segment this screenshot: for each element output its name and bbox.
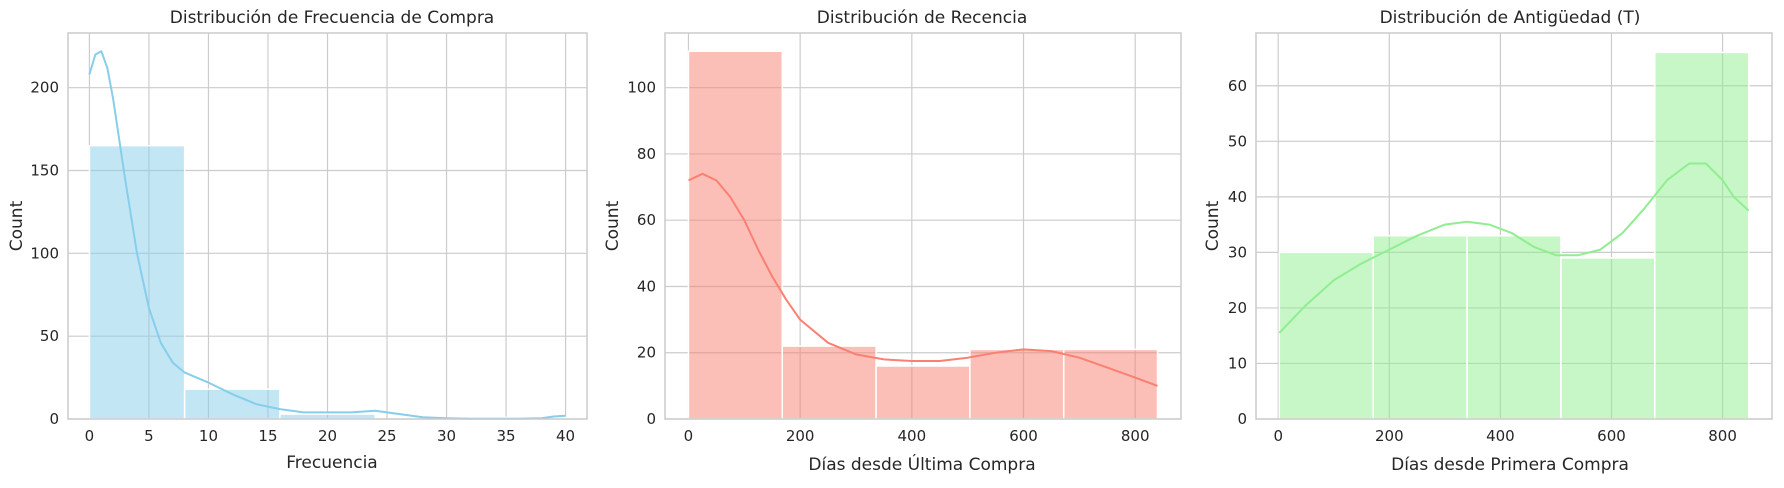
x-tick-label: 200 (1375, 427, 1404, 445)
axes-frame (1255, 32, 1773, 420)
x-tick-label: 35 (497, 427, 516, 445)
chart-title: Distribución de Recencia (817, 8, 1028, 28)
y-tick-label: 20 (1228, 299, 1247, 317)
y-tick-label: 200 (30, 79, 59, 97)
y-tick-label: 40 (637, 277, 656, 295)
x-tick-label: 200 (786, 427, 815, 445)
x-tick-label: 25 (377, 427, 396, 445)
y-tick-label: 150 (30, 162, 59, 180)
y-axis-label: Count (603, 200, 623, 251)
kde-line (688, 172, 1158, 387)
y-tick-label: 50 (1228, 132, 1247, 150)
x-tick-label: 800 (1708, 427, 1737, 445)
y-tick-label: 10 (1228, 354, 1247, 372)
axes-frame (67, 32, 588, 420)
x-tick-label: 0 (1273, 427, 1283, 445)
y-tick-label: 0 (49, 410, 59, 428)
histogram-bar (1654, 51, 1750, 420)
x-axis-label: Días desde Última Compra (808, 453, 1035, 475)
y-tick-label: 80 (637, 145, 656, 163)
ticks: 0 200 400 600 800 0 20 40 60 80 100 (627, 79, 1149, 445)
histogram-bar (1560, 257, 1656, 420)
x-tick-label: 400 (898, 427, 927, 445)
x-tick-label: 30 (437, 427, 456, 445)
histogram-bar (1372, 234, 1468, 420)
histogram-bar (687, 50, 784, 420)
y-tick-label: 60 (637, 211, 656, 229)
x-axis-label: Frecuencia (286, 453, 377, 473)
kde-line (1278, 162, 1750, 334)
ticks: 0 200 400 600 800 0 10 20 30 40 50 60 (1228, 77, 1737, 445)
x-tick-label: 10 (199, 427, 218, 445)
x-tick-label: 15 (258, 427, 277, 445)
x-tick-label: 600 (1597, 427, 1626, 445)
histogram-bar (1062, 348, 1159, 420)
y-axis-label: Count (1203, 200, 1223, 251)
x-axis-label: Días desde Primera Compra (1391, 455, 1629, 475)
y-tick-label: 40 (1228, 188, 1247, 206)
y-axis-label: Count (7, 200, 27, 251)
y-tick-label: 30 (1228, 243, 1247, 261)
x-tick-label: 600 (1009, 427, 1038, 445)
histogram-bar (969, 348, 1065, 420)
histogram-bar (1278, 251, 1374, 420)
x-tick-label: 40 (556, 427, 575, 445)
histogram-bar (88, 144, 186, 420)
axes-frame (664, 32, 1182, 420)
panel-antiguedad: Distribución de Antigüedad (T) Días desd… (1203, 8, 1773, 475)
bars (1278, 51, 1750, 420)
histogram-bar (1466, 234, 1562, 420)
y-tick-label: 0 (646, 410, 656, 428)
x-tick-label: 0 (85, 427, 95, 445)
x-tick-label: 20 (318, 427, 337, 445)
histogram-bar (781, 345, 877, 420)
histogram-bar (875, 365, 971, 420)
chart-title: Distribución de Frecuencia de Compra (170, 8, 494, 28)
panel-frecuencia: Distribución de Frecuencia de Compra Fre… (7, 8, 588, 473)
x-tick-label: 400 (1486, 427, 1515, 445)
ticks: 0 5 10 15 20 25 30 35 40 0 50 100 150 200 (30, 79, 575, 445)
x-tick-label: 0 (684, 427, 694, 445)
y-tick-label: 60 (1228, 77, 1247, 95)
y-tick-label: 20 (637, 344, 656, 362)
y-tick-label: 50 (40, 327, 59, 345)
y-tick-label: 100 (627, 79, 656, 97)
x-tick-label: 800 (1121, 427, 1150, 445)
chart-title: Distribución de Antigüedad (T) (1380, 8, 1641, 28)
x-tick-label: 5 (144, 427, 154, 445)
bars (687, 50, 1159, 420)
y-tick-label: 100 (30, 244, 59, 262)
y-tick-label: 0 (1237, 410, 1247, 428)
panel-recencia: Distribución de Recencia Días desde Últi… (603, 8, 1182, 475)
